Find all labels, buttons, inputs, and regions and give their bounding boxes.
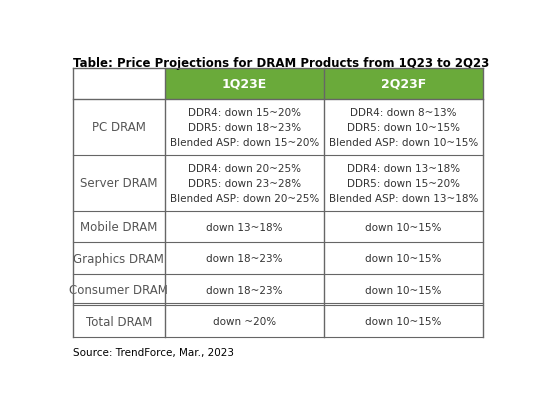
Bar <box>324 69 483 100</box>
Text: down 18~23%: down 18~23% <box>206 285 283 295</box>
Bar <box>324 306 483 337</box>
Text: 2Q23F: 2Q23F <box>380 78 426 91</box>
Text: Source: TrendForce, Mar., 2023: Source: TrendForce, Mar., 2023 <box>73 347 234 357</box>
Text: DDR4: down 13~18%
DDR5: down 15~20%
Blended ASP: down 13~18%: DDR4: down 13~18% DDR5: down 15~20% Blen… <box>328 164 478 203</box>
Text: down 10~15%: down 10~15% <box>365 222 442 232</box>
Text: Mobile DRAM: Mobile DRAM <box>80 220 158 233</box>
Text: Consumer DRAM: Consumer DRAM <box>69 284 169 296</box>
Bar <box>73 211 165 243</box>
Bar <box>73 243 165 274</box>
Bar <box>324 211 483 243</box>
Text: down 18~23%: down 18~23% <box>206 254 283 263</box>
Text: down 10~15%: down 10~15% <box>365 285 442 295</box>
Bar <box>324 243 483 274</box>
Text: down ~20%: down ~20% <box>213 316 276 326</box>
Text: DDR4: down 15~20%
DDR5: down 18~23%
Blended ASP: down 15~20%: DDR4: down 15~20% DDR5: down 18~23% Blen… <box>170 108 319 147</box>
Bar <box>165 69 324 100</box>
Bar <box>165 274 324 306</box>
Text: down 13~18%: down 13~18% <box>206 222 283 232</box>
Text: 1Q23E: 1Q23E <box>222 78 267 91</box>
Text: Total DRAM: Total DRAM <box>86 315 152 328</box>
Text: Graphics DRAM: Graphics DRAM <box>74 252 164 265</box>
Bar <box>73 306 165 337</box>
Text: PC DRAM: PC DRAM <box>92 121 146 134</box>
Bar <box>324 274 483 306</box>
Bar <box>165 156 324 211</box>
Text: down 10~15%: down 10~15% <box>365 316 442 326</box>
Bar <box>324 156 483 211</box>
Bar <box>165 243 324 274</box>
Text: DDR4: down 20~25%
DDR5: down 23~28%
Blended ASP: down 20~25%: DDR4: down 20~25% DDR5: down 23~28% Blen… <box>170 164 319 203</box>
Bar <box>165 100 324 156</box>
Bar <box>165 211 324 243</box>
Text: Server DRAM: Server DRAM <box>80 177 158 190</box>
Text: down 10~15%: down 10~15% <box>365 254 442 263</box>
Bar <box>165 306 324 337</box>
Bar <box>73 156 165 211</box>
Bar <box>73 274 165 306</box>
Bar <box>73 100 165 156</box>
Text: DDR4: down 8~13%
DDR5: down 10~15%
Blended ASP: down 10~15%: DDR4: down 8~13% DDR5: down 10~15% Blend… <box>328 108 478 147</box>
Bar <box>324 100 483 156</box>
Text: Table: Price Projections for DRAM Products from 1Q23 to 2Q23: Table: Price Projections for DRAM Produc… <box>73 57 489 70</box>
